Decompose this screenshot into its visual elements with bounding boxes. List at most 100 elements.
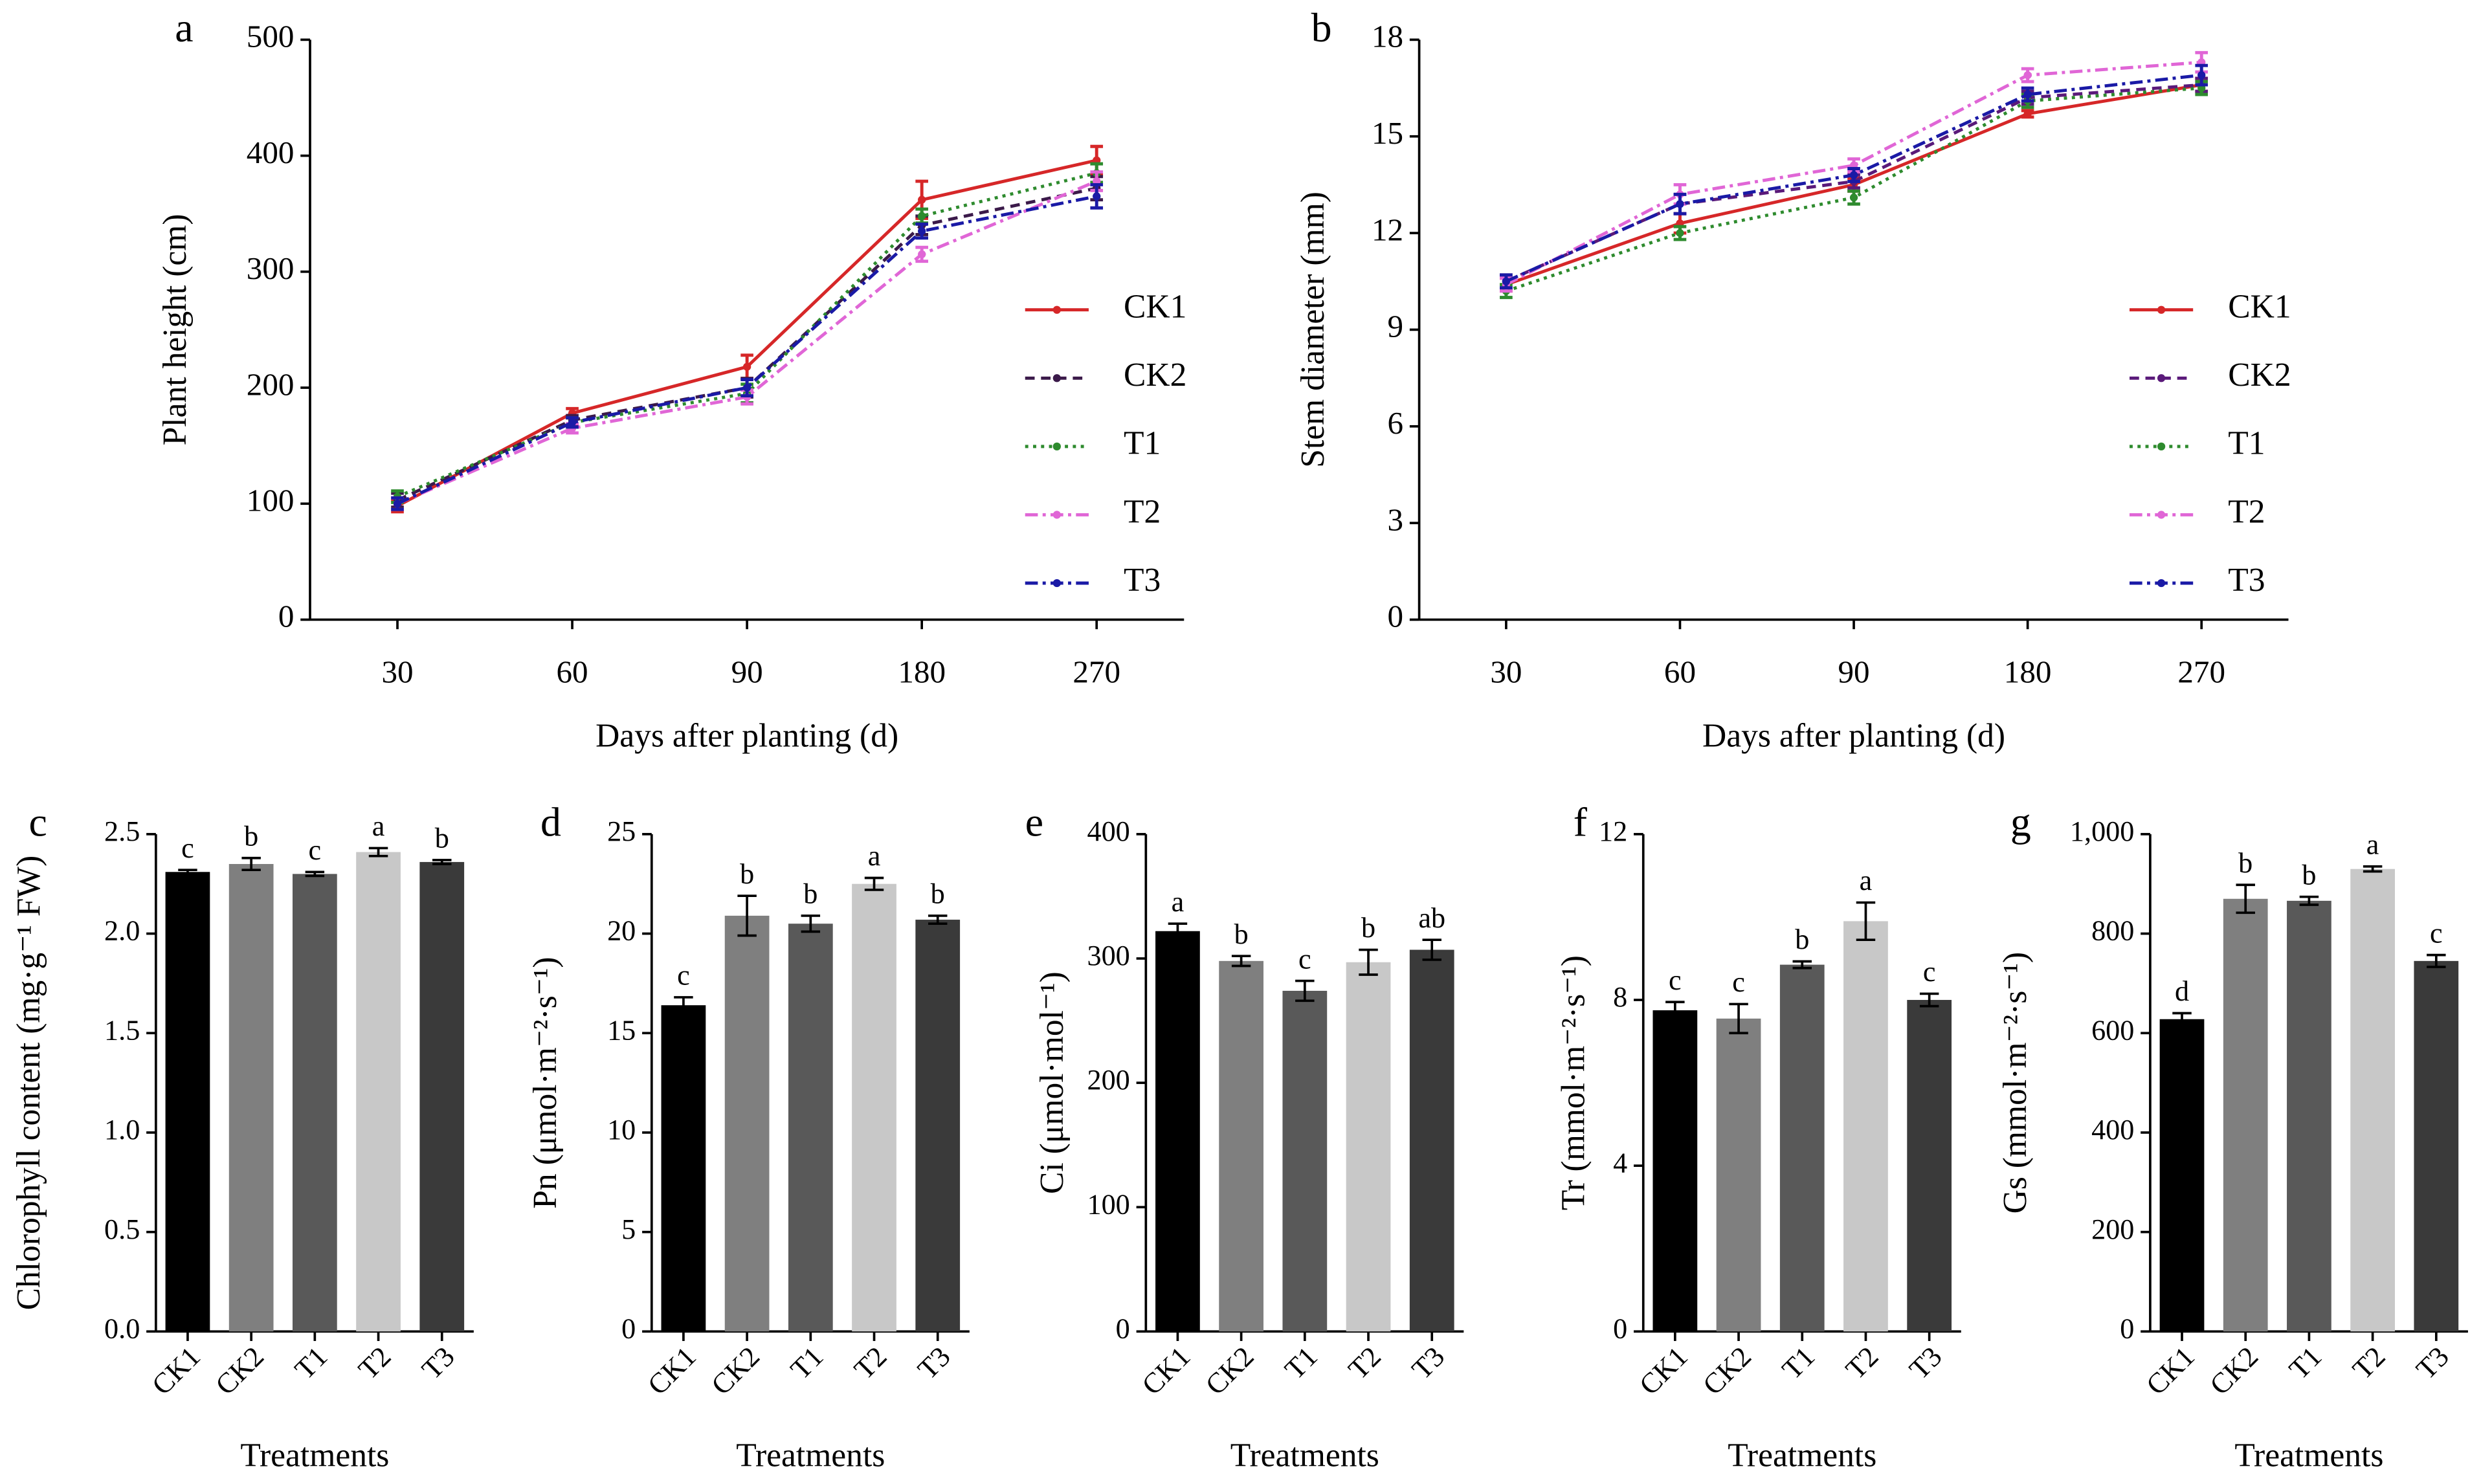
legend-marker: [1052, 374, 1061, 382]
significance-label: ab: [1418, 902, 1445, 934]
point: [1849, 194, 1858, 202]
series-line: [397, 172, 1097, 498]
y-tick-label: 800: [2091, 915, 2134, 947]
significance-label: a: [1172, 886, 1185, 918]
y-tick-label: 3: [1388, 502, 1404, 537]
y-tick-label: 2.5: [104, 815, 140, 847]
y-tick-label: 400: [2091, 1114, 2134, 1146]
significance-label: c: [1298, 943, 1311, 975]
y-tick-label: 100: [247, 483, 295, 518]
y-tick-label: 2.0: [104, 915, 140, 947]
point: [1849, 171, 1858, 179]
y-tick-label: 0: [1388, 599, 1404, 634]
x-tick-label: 90: [1838, 654, 1870, 690]
legend-marker: [1052, 511, 1061, 519]
bar: [419, 861, 465, 1332]
panel-label: a: [175, 5, 193, 50]
x-tick-label: T1: [2283, 1340, 2328, 1385]
bar: [292, 874, 337, 1332]
point: [918, 212, 926, 220]
y-tick-label: 15: [1372, 115, 1403, 151]
y-tick-label: 4: [1613, 1147, 1627, 1179]
y-tick-label: 15: [607, 1014, 636, 1046]
point: [918, 195, 926, 204]
legend-marker: [1052, 442, 1061, 451]
bar: [2159, 1019, 2205, 1332]
significance-label: b: [435, 823, 449, 854]
x-tick-label: T2: [848, 1340, 893, 1385]
x-tick-label: T1: [1278, 1340, 1323, 1385]
point: [742, 383, 751, 392]
y-tick-label: 300: [1087, 940, 1130, 971]
point: [918, 250, 926, 259]
significance-label: b: [931, 878, 945, 910]
bar: [165, 872, 210, 1332]
point: [1502, 277, 1511, 285]
point: [2023, 71, 2032, 80]
significance-label: b: [2238, 847, 2253, 879]
panel-label: c: [28, 799, 47, 845]
bar: [2287, 900, 2331, 1332]
y-tick-label: 0.5: [104, 1213, 140, 1245]
bar: [1409, 949, 1454, 1332]
x-tick-label: 90: [731, 654, 763, 690]
y-axis-title: Chlorophyll content (mg·g⁻¹ FW): [10, 856, 47, 1311]
y-tick-label: 8: [1613, 981, 1627, 1013]
x-tick-label: CK1: [2140, 1340, 2201, 1401]
significance-label: a: [1860, 865, 1873, 896]
x-tick-label: T3: [1406, 1340, 1451, 1385]
significance-label: c: [677, 960, 690, 991]
significance-label: b: [803, 878, 818, 910]
y-tick-label: 10: [607, 1114, 636, 1146]
x-tick-label: CK1: [146, 1340, 206, 1401]
x-axis-title: Treatments: [1728, 1437, 1876, 1474]
legend-label: T2: [2228, 493, 2265, 530]
x-tick-label: CK1: [1633, 1340, 1694, 1401]
series-line: [397, 179, 1098, 505]
x-tick-label: 270: [1073, 654, 1120, 690]
y-tick-label: 5: [621, 1213, 636, 1245]
y-tick-label: 200: [1087, 1064, 1130, 1096]
x-tick-label: T2: [1840, 1340, 1884, 1385]
point: [1676, 200, 1684, 208]
significance-label: b: [244, 820, 258, 852]
x-tick-label: 270: [2177, 654, 2225, 690]
significance-label: c: [309, 834, 322, 866]
bar: [1652, 1010, 1698, 1332]
x-tick-label: CK2: [2204, 1340, 2265, 1401]
significance-label: c: [1923, 956, 1936, 988]
significance-label: c: [1669, 964, 1682, 996]
bar: [2223, 898, 2268, 1332]
legend-marker: [2157, 374, 2166, 382]
y-tick-label: 9: [1388, 309, 1404, 344]
legend-label: T1: [1124, 425, 1161, 462]
legend-label: CK2: [1124, 357, 1186, 393]
bar: [2350, 869, 2395, 1332]
x-tick-label: CK2: [705, 1340, 766, 1401]
y-axis-title: Ci (μmol·mol⁻¹): [1034, 971, 1071, 1194]
bar: [915, 920, 961, 1332]
x-axis-title: Treatments: [736, 1437, 885, 1474]
bar: [356, 852, 401, 1332]
y-tick-label: 200: [2091, 1213, 2134, 1245]
bar: [1716, 1018, 1761, 1332]
bar: [1907, 1000, 1952, 1332]
x-tick-label: T3: [1903, 1340, 1948, 1385]
significance-label: b: [740, 858, 754, 890]
panel-label: g: [2010, 799, 2031, 845]
point: [742, 362, 751, 371]
bar: [1282, 990, 1328, 1332]
y-tick-label: 0: [1116, 1312, 1130, 1344]
x-tick-label: CK2: [1199, 1340, 1260, 1401]
point: [2023, 109, 2032, 118]
y-tick-label: 18: [1372, 19, 1403, 54]
bar: [1779, 964, 1825, 1332]
x-axis-title: Treatments: [240, 1437, 389, 1474]
bar: [2414, 960, 2459, 1332]
y-tick-label: 20: [607, 915, 636, 947]
y-tick-label: 1.5: [104, 1014, 140, 1046]
legend-label: T3: [2228, 562, 2265, 599]
series-line: [396, 159, 1097, 507]
y-tick-label: 25: [607, 815, 636, 847]
